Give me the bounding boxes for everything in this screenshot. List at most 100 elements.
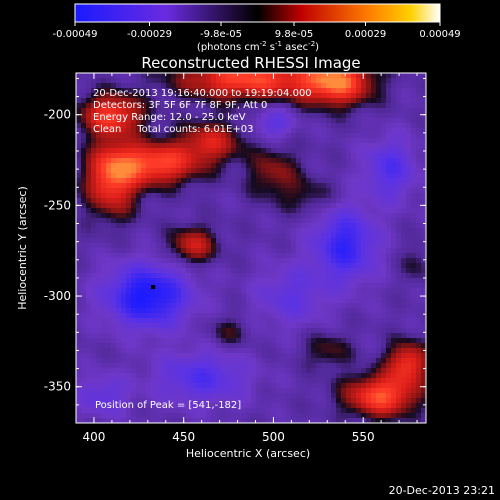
heatmap-cell [391, 413, 397, 419]
heatmap-cell [241, 388, 247, 394]
heatmap-cell [221, 398, 227, 404]
heatmap-cell [306, 408, 312, 414]
heatmap-cell [226, 318, 232, 324]
heatmap-cell [291, 208, 297, 214]
heatmap-cell [176, 303, 182, 309]
heatmap-cell [96, 78, 102, 84]
heatmap-cell [116, 208, 122, 214]
heatmap-cell [421, 333, 426, 339]
heatmap-cell [291, 198, 297, 204]
y-tick-label: -200 [44, 108, 71, 122]
heatmap-cell [156, 148, 162, 154]
heatmap-cell [101, 108, 107, 114]
heatmap-cell [91, 128, 97, 134]
heatmap-cell [201, 243, 207, 249]
heatmap-cell [271, 233, 277, 239]
heatmap-cell [241, 208, 247, 214]
heatmap-cell [281, 358, 287, 364]
heatmap-cell [96, 388, 102, 394]
heatmap-cell [296, 308, 302, 314]
heatmap-cell [281, 113, 287, 119]
heatmap-cell [221, 113, 227, 119]
heatmap-cell [226, 278, 232, 284]
heatmap-cell [266, 248, 272, 254]
heatmap-cell [326, 133, 332, 139]
heatmap-cell [146, 343, 152, 349]
heatmap-cell [91, 78, 97, 84]
heatmap-cell [336, 378, 342, 384]
heatmap-cell [106, 358, 112, 364]
heatmap-cell [121, 93, 127, 99]
heatmap-cell [96, 393, 102, 399]
heatmap-cell [111, 353, 117, 359]
heatmap-cell [366, 303, 372, 309]
heatmap-cell [351, 213, 357, 219]
heatmap-cell [261, 183, 267, 189]
heatmap-cell [396, 328, 402, 334]
heatmap-cell [386, 73, 392, 79]
heatmap-cell [281, 158, 287, 164]
heatmap-cell [121, 288, 127, 294]
heatmap-cell [181, 103, 187, 109]
heatmap-cell [261, 93, 267, 99]
heatmap-cell [311, 128, 317, 134]
heatmap-cell [326, 343, 332, 349]
heatmap-cell [331, 158, 337, 164]
heatmap-cell [381, 318, 387, 324]
heatmap-cell [336, 113, 342, 119]
heatmap-cell [266, 83, 272, 89]
heatmap-cell [226, 263, 232, 269]
heatmap-cell [221, 213, 227, 219]
heatmap-cell [361, 383, 367, 389]
heatmap-cell [166, 378, 172, 384]
heatmap-cell [406, 128, 412, 134]
heatmap-cell [96, 193, 102, 199]
heatmap-cell [336, 398, 342, 404]
heatmap-cell [86, 108, 92, 114]
heatmap-cell [166, 248, 172, 254]
heatmap-cell [366, 273, 372, 279]
heatmap-cell [216, 108, 222, 114]
heatmap-cell [106, 278, 112, 284]
heatmap-cell [91, 388, 97, 394]
heatmap-cell [366, 228, 372, 234]
heatmap-cell [306, 263, 312, 269]
heatmap-cell [381, 238, 387, 244]
heatmap-cell [121, 368, 127, 374]
heatmap-cell [301, 103, 307, 109]
heatmap-cell [251, 333, 257, 339]
heatmap-cell [326, 308, 332, 314]
heatmap-cell [341, 168, 347, 174]
heatmap-cell [271, 173, 277, 179]
heatmap-cell [416, 263, 422, 269]
heatmap-cell [231, 233, 237, 239]
heatmap-cell [346, 333, 352, 339]
heatmap-cell [256, 153, 262, 159]
heatmap-cell [201, 123, 207, 129]
heatmap-cell [341, 393, 347, 399]
heatmap-cell [91, 293, 97, 299]
heatmap-cell [216, 78, 222, 84]
heatmap-cell [161, 168, 167, 174]
heatmap-cell [381, 228, 387, 234]
heatmap-cell [311, 233, 317, 239]
heatmap-cell [281, 273, 287, 279]
heatmap-cell [406, 393, 412, 399]
heatmap-cell [236, 113, 242, 119]
heatmap-cell [211, 348, 217, 354]
heatmap-cell [251, 328, 257, 334]
heatmap-cell [86, 78, 92, 84]
heatmap-cell [341, 163, 347, 169]
heatmap-cell [236, 203, 242, 209]
heatmap-cell [76, 273, 82, 279]
heatmap-cell [326, 178, 332, 184]
heatmap-cell [356, 243, 362, 249]
heatmap-cell [201, 203, 207, 209]
heatmap-cell [161, 373, 167, 379]
heatmap-cell [201, 403, 207, 409]
heatmap-cell [91, 133, 97, 139]
heatmap-cell [306, 343, 312, 349]
heatmap-cell [296, 163, 302, 169]
heatmap-cell [186, 258, 192, 264]
heatmap-cell [306, 403, 312, 409]
